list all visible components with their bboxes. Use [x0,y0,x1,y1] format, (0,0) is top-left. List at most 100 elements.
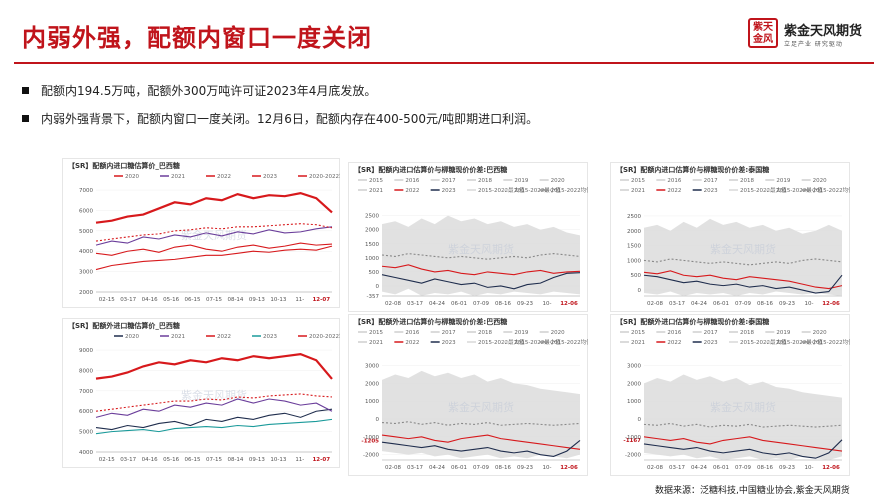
legend-label: 2022 [217,334,231,340]
legend-label: 2019 [514,178,528,184]
x-tick-label: 03-17 [407,465,423,471]
legend-label: 2015 [631,330,645,336]
legend-label: 2019 [776,330,790,336]
y-tick-label: 7000 [79,389,93,395]
y-tick-label: 500 [631,273,642,279]
x-tick-label: 02-08 [385,301,401,307]
legend-label: 2020-2022均值 [309,332,340,340]
legend-label: 2020 [813,330,827,336]
x-tick-label: 08-14 [227,297,243,303]
legend-label: 2015-2022最大值 [478,338,525,346]
watermark-text: 紫金天风期货 [181,388,247,402]
watermark-text: 紫金天风期货 [448,400,514,414]
legend-label: 2018 [740,330,754,336]
series-line-2023 [95,418,333,435]
x-tick-label: 09-23 [517,301,533,307]
x-tick-label: 12-06 [560,465,578,471]
series-line-2020 [95,408,333,431]
x-tick-label: 10- [543,301,552,307]
legend-label: 2021 [631,188,645,194]
legend-label: 2018 [478,178,492,184]
data-source-note: 数据来源：泛糖科技,中国糖业协会,紫金天风期货 [655,486,850,496]
series-line-2021 [95,226,333,246]
x-tick-label: 09-23 [779,465,795,471]
y-tick-label: -1167 [623,438,641,444]
chart-panel-spread-brazil-in-quota: 【SR】配额内进口估算价与柳糖现价价差:巴西糖 2015 2016 2017 2018 2… [348,162,588,312]
y-tick-label: 1000 [365,399,379,405]
bullet-item: 配额内194.5万吨，配额外300万吨许可证2023年4月底发放。 [22,82,376,99]
legend-label: 2015-2022最小值 [514,186,561,194]
chart-title: 【SR】配额内进口糖估算价_巴西糖 [68,161,180,170]
x-tick-label: 07-09 [473,301,489,307]
y-tick-label: 2000 [365,228,379,234]
chart-panel-spread-brazil-out-quota: 【SR】配额外进口估算价与柳糖现价价差:巴西糖 2015 2016 2017 2018 2… [348,314,588,476]
x-tick-label: 09-23 [779,301,795,307]
x-tick-label: 10-13 [270,457,286,463]
legend-label: 2020 [551,178,565,184]
legend-label: 2018 [740,178,754,184]
title-divider [14,62,874,64]
page-title: 内弱外强，配额内窗口一度关闭 [22,23,372,52]
x-tick-label: 03-17 [669,465,685,471]
x-tick-label: 05-16 [163,297,179,303]
legend-label: 2016 [405,178,419,184]
series-line-2022 [95,192,333,224]
legend-label: 2016 [667,330,681,336]
legend-label: 2015-2022最小值 [776,186,823,194]
x-tick-label: 05-16 [163,457,179,463]
x-tick-label: 08-16 [495,465,511,471]
legend-label: 2021 [171,334,185,340]
legend-label: 2015-2022均值 [813,338,850,346]
series-line-2021 [95,398,333,418]
x-tick-label: 06-01 [713,301,729,307]
chart-title: 【SR】配额内进口估算价与柳糖现价价差:泰国糖 [616,165,769,174]
y-tick-label: -2000 [625,453,641,459]
y-tick-label: 2500 [365,214,379,220]
x-tick-label: 12-07 [312,457,330,463]
logo-name: 紫金天风期货 [784,24,863,39]
y-tick-label: 9000 [79,348,93,354]
y-tick-label: -2000 [363,453,379,459]
y-tick-label: -1000 [363,435,379,441]
x-tick-label: 06-15 [185,297,201,303]
legend-label: 2021 [369,340,383,346]
legend-label: 2017 [442,330,456,336]
series-line-2023 [95,245,333,271]
x-tick-label: 06-01 [451,465,467,471]
bullet-square-icon [22,115,29,122]
x-tick-label: 07-09 [473,465,489,471]
bullet-square-icon [22,87,29,94]
range-band [644,374,842,460]
x-tick-label: 02-08 [647,301,663,307]
y-tick-label: 6000 [79,208,93,214]
chart-frame [62,318,340,468]
x-tick-label: 08-16 [757,465,773,471]
x-tick-label: 09-13 [249,297,265,303]
x-tick-label: 04-16 [142,297,158,303]
x-tick-label: 09-13 [249,457,265,463]
chart-panel-spread-thai-in-quota: 【SR】配额内进口估算价与柳糖现价价差:泰国糖 2015 2016 2017 2018 2… [610,162,850,312]
legend-label: 2020 [125,334,139,340]
y-tick-label: 4000 [79,249,93,255]
series-line-2020-2022均值 [95,223,333,242]
legend-label: 2017 [442,178,456,184]
x-tick-label: 04-16 [142,457,158,463]
legend-label: 2017 [704,178,718,184]
x-tick-label: 03-17 [669,301,685,307]
y-tick-label: 8000 [79,368,93,374]
legend-label: 2023 [442,340,456,346]
x-tick-label: 02-15 [99,457,115,463]
legend-label: 2015-2022最小值 [776,338,823,346]
x-tick-label: 02-15 [99,297,115,303]
y-tick-label: 2000 [627,381,641,387]
x-tick-label: 02-08 [385,465,401,471]
x-tick-label: 07-15 [206,297,222,303]
legend-label: 2023 [704,340,718,346]
legend-label: 2015-2022最大值 [740,186,787,194]
y-tick-label: 2500 [627,214,641,220]
x-tick-label: 06-15 [185,457,201,463]
legend-label: 2015 [631,178,645,184]
logo-icon: 紫天金风 [748,18,778,48]
watermark-text: 紫金天风期货 [710,400,776,414]
legend-label: 2015-2022均值 [551,186,588,194]
